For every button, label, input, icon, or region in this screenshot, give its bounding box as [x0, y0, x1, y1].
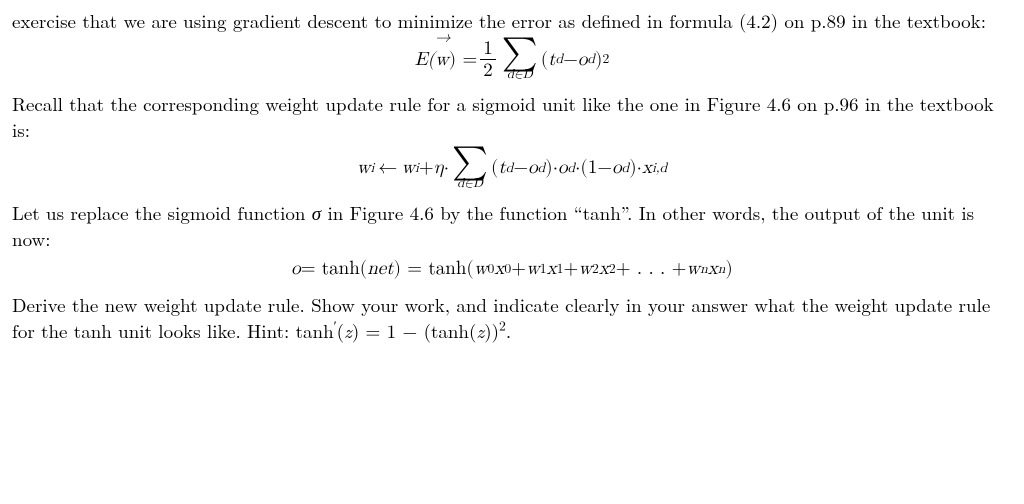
minus-2: − — [513, 155, 528, 181]
assign-arrow: ← — [378, 155, 397, 181]
sum-2-sub: d∈D — [457, 177, 483, 190]
p4-period: . — [506, 317, 511, 344]
formula-error: E(w) = 1 2 ∑ d∈D (td − od)2 — [12, 38, 1012, 82]
o-out: o — [291, 256, 301, 282]
one-half: 1 2 — [480, 39, 496, 80]
t-sym-1: t — [548, 47, 555, 73]
o-sym-4: o — [612, 155, 622, 181]
o-sym-3: o — [558, 155, 568, 181]
z1: z — [344, 317, 352, 344]
t-sym-2: t — [498, 155, 505, 181]
o-sym-1: o — [578, 47, 588, 73]
error-eq: ) = — [449, 47, 477, 73]
eta-sym: η — [434, 155, 444, 181]
xn: x — [708, 256, 718, 282]
paren-open-1: ( — [541, 47, 548, 73]
x-sym: x — [642, 155, 652, 181]
sum-1: ∑ d∈D — [502, 38, 538, 82]
p4-sq: 2 — [499, 315, 506, 334]
net-sym: net — [367, 256, 393, 282]
w2: w — [578, 256, 592, 282]
minus-3: − — [597, 155, 612, 181]
plus-1: + — [419, 155, 434, 181]
minus-1: − — [563, 47, 578, 73]
wn: w — [686, 256, 700, 282]
paragraph-1: exercise that we are using gradient desc… — [12, 8, 1012, 34]
formula-update-rule: wi ← wi + η · ∑ d∈D (td − od) · od · (1 … — [12, 147, 1012, 191]
o-sym-2: o — [528, 155, 538, 181]
frac-num: 1 — [480, 39, 496, 59]
plus-b: + — [564, 256, 579, 282]
paren-open-2: ( — [491, 155, 498, 181]
paren-close-3: ) — [629, 155, 636, 181]
dots: + . . . + — [616, 256, 687, 282]
dot-1: · — [444, 155, 449, 181]
x0: x — [494, 256, 504, 282]
formula-tanh-output: o = tanh(net) = tanh(w0x0 + w1x1 + w2x2 … — [12, 255, 1012, 282]
x2: x — [599, 256, 609, 282]
x1: x — [547, 256, 557, 282]
frac-den: 2 — [480, 59, 496, 80]
tanh-open-1: = tanh( — [301, 256, 368, 282]
p4-open: ( — [337, 317, 344, 344]
paren-close-1: ) — [595, 47, 602, 73]
tanh-close: ) — [725, 256, 732, 282]
w-rhs: w — [401, 155, 415, 181]
sum-2: ∑ d∈D — [452, 147, 488, 191]
one-lit: 1 — [588, 155, 598, 181]
paragraph-2: Recall that the corresponding weight upd… — [12, 91, 1012, 142]
plus-a: + — [511, 256, 526, 282]
w0: w — [474, 256, 488, 282]
tanh-open-2: ) = tanh( — [394, 256, 474, 282]
w-vector: w — [435, 47, 449, 73]
sum-1-sub: d∈D — [507, 68, 533, 81]
p4-mid: ) = 1 − (tanh( — [352, 317, 477, 344]
paren-close-2: ) — [545, 155, 552, 181]
paragraph-4: Derive the new weight update rule. Show … — [12, 292, 1012, 343]
paragraph-3: Let us replace the sigmoid function σ in… — [12, 200, 1012, 251]
error-lhs: E( — [415, 47, 435, 73]
p3-text-a: Let us replace the sigmoid function — [12, 199, 312, 226]
p4-close: )) — [484, 317, 499, 344]
w-lhs: w — [357, 155, 371, 181]
sigma-sym: σ — [312, 199, 321, 226]
w1: w — [526, 256, 540, 282]
paren-open-3: ( — [580, 155, 587, 181]
